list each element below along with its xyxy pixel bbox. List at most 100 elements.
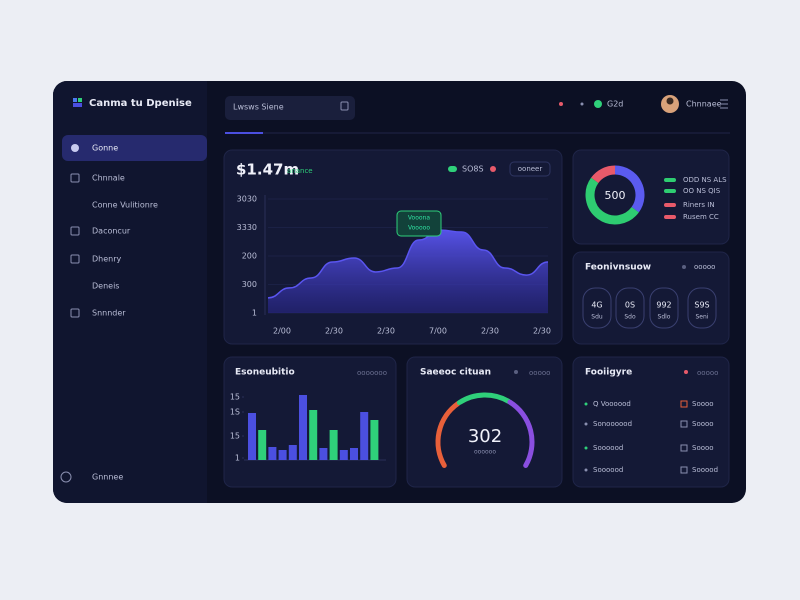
avatar-face (666, 97, 674, 105)
nav-icon (70, 173, 80, 183)
pill-label: Sdo (624, 314, 636, 321)
status-text: G2d (607, 100, 623, 109)
row-label: Soooood (593, 444, 623, 452)
alert-dot (559, 102, 563, 106)
pill[interactable] (615, 287, 645, 329)
pill-label: Seni (696, 314, 709, 321)
y-tick-label: 1 (235, 454, 240, 463)
donut-center: 500 (605, 189, 626, 202)
y-tick-label: 3330 (237, 223, 257, 232)
row-label: Q Voooood (593, 400, 631, 408)
pill-value: 992 (656, 301, 671, 310)
tooltip (396, 210, 442, 237)
x-tick-label: 2/00 (273, 327, 291, 336)
row-icon (680, 444, 688, 452)
legend-label: Riners IN (683, 201, 715, 209)
filter-button-label: ooneer (518, 165, 543, 173)
bar (350, 448, 358, 460)
nav-label[interactable]: Daconcur (92, 227, 131, 236)
gauge-caption: oooooo (474, 449, 496, 456)
bar (319, 448, 328, 460)
menu-icon[interactable] (720, 99, 728, 109)
nav-icon (70, 308, 80, 318)
pill[interactable] (687, 287, 717, 329)
nav-label[interactable]: Conne Vulitionre (92, 201, 158, 210)
x-tick-label: 2/30 (377, 327, 395, 336)
legend-swatch (664, 178, 676, 182)
pills-badge: ooooo (694, 263, 715, 271)
nav-icon (70, 254, 80, 264)
revenue-card (223, 149, 563, 345)
bars-title: Esoneubitio (235, 368, 295, 378)
footer-icon (60, 471, 72, 483)
pill-label: Sdu (591, 314, 603, 321)
gauge-arc (456, 392, 511, 406)
bar (360, 412, 369, 460)
tooltip-text: Vooooo (408, 225, 430, 232)
pill-value: 0S (625, 301, 635, 310)
nav-label[interactable]: Gonne (92, 144, 118, 153)
filter-button[interactable] (509, 161, 551, 177)
nav-label[interactable]: Snnnder (92, 309, 126, 318)
row-label: Sonoooood (593, 420, 632, 428)
pill[interactable] (582, 287, 612, 329)
x-tick-label: 2/30 (325, 327, 343, 336)
tab-underline (225, 132, 263, 134)
nav-label[interactable]: Deneis (92, 282, 119, 291)
gauge-title: Saeeoc cituan (420, 368, 491, 378)
y-tick-label: 300 (242, 280, 257, 289)
search-icon (340, 101, 349, 111)
pill-label: Sdlo (658, 314, 671, 321)
bar (339, 450, 348, 460)
list-card (572, 356, 730, 488)
dot (514, 370, 518, 374)
y-tick-label: 3030 (237, 195, 257, 204)
badge-dot (682, 265, 686, 269)
tooltip-text: Vooona (408, 215, 430, 222)
donut-card (572, 149, 730, 245)
x-tick-label: 2/30 (533, 327, 551, 336)
pill-value: 4G (591, 301, 602, 310)
x-tick-label: 2/30 (481, 327, 499, 336)
pills-card (572, 251, 730, 345)
row-label: Soooood (593, 466, 623, 474)
list-link[interactable]: ooooo (697, 369, 718, 377)
row-value: Soooo (692, 420, 714, 428)
legend-swatch (448, 166, 457, 172)
donut-segment (614, 165, 645, 213)
revenue-subtitle: anance (287, 167, 313, 175)
brand: Canma tu Dpenise (89, 98, 192, 109)
nav-active-bg (62, 135, 207, 161)
bar (299, 395, 307, 460)
row-dot (584, 468, 588, 472)
bar (268, 447, 277, 460)
bar (370, 420, 379, 460)
nav-label[interactable]: Chnnale (92, 174, 125, 183)
gauge-link[interactable]: ooooo (529, 369, 550, 377)
gauge-arc (507, 399, 535, 468)
bars-link[interactable]: ooooooo (357, 369, 387, 377)
legend-label: Rusem CC (683, 213, 719, 221)
status-icon (594, 100, 602, 108)
user-name: Chnnaee (686, 100, 722, 109)
nav-label[interactable]: Dhenry (92, 255, 122, 264)
footer-nav[interactable]: Gnnnee (92, 473, 123, 482)
search-box[interactable] (225, 96, 355, 120)
bar (278, 450, 287, 460)
dot (684, 370, 688, 374)
row-value: Soooo (692, 400, 714, 408)
dot (580, 102, 584, 106)
donut-segment (591, 165, 616, 184)
row-value: Soooo (692, 444, 714, 452)
bar (288, 445, 297, 460)
pill-value: S9S (694, 301, 709, 310)
legend-swatch (664, 215, 676, 219)
nav-icon (71, 144, 79, 152)
donut-segment (585, 177, 639, 225)
legend-dot (490, 166, 496, 172)
y-tick-label: 15 (230, 432, 240, 441)
row-value: Sooood (692, 466, 718, 474)
pill[interactable] (649, 287, 679, 329)
x-tick-label: 7/00 (429, 327, 447, 336)
